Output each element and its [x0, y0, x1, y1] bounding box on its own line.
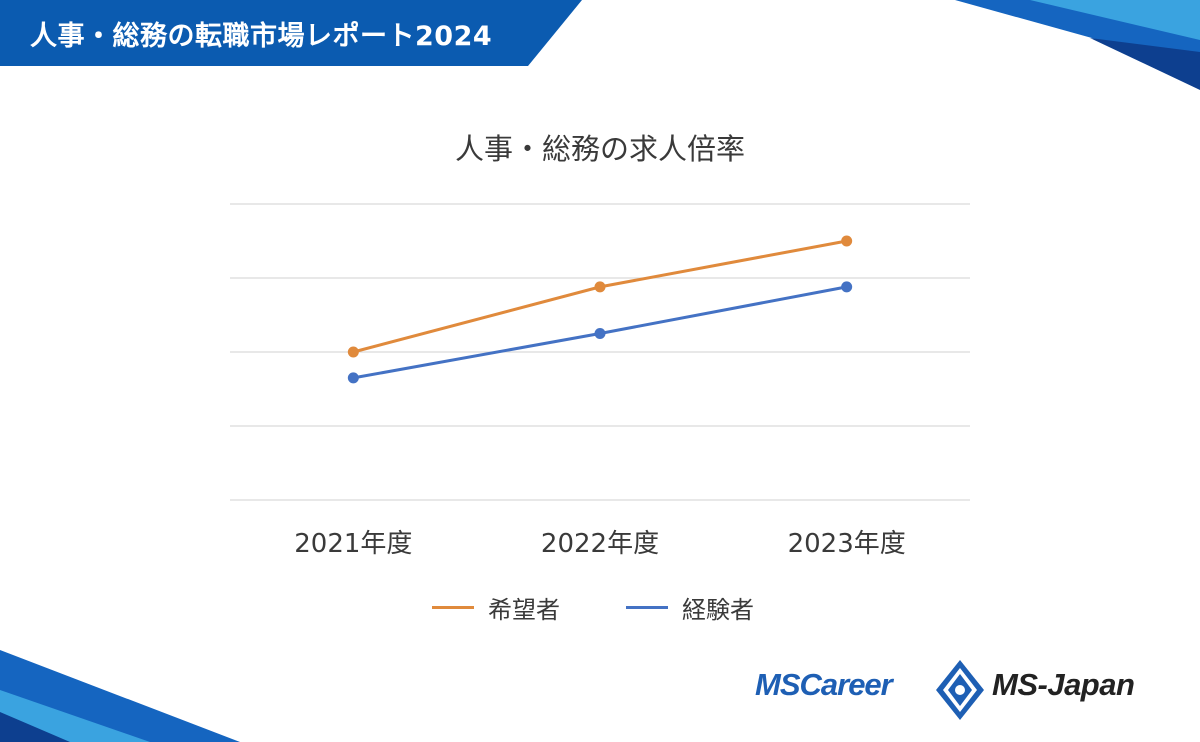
banner-title: 人事・総務の転職市場レポート2024 — [30, 21, 493, 52]
legend-item-series-2: 経験者 — [626, 590, 754, 625]
data-point — [841, 235, 853, 247]
legend-label: 希望者 — [488, 596, 560, 624]
mscareer-logo: MSCareer — [755, 667, 893, 702]
ms-japan-diamond-icon — [936, 660, 984, 720]
chart-title: 人事・総務の求人倍率 — [454, 132, 745, 166]
x-tick-label: 2023年度 — [788, 529, 906, 559]
legend-item-series-1: 希望者 — [432, 590, 560, 625]
x-tick-label: 2021年度 — [294, 529, 412, 559]
legend-label: 経験者 — [682, 596, 754, 624]
top-right-stripe-light — [1030, 0, 1200, 40]
data-point — [841, 281, 853, 293]
legend-swatch — [626, 606, 668, 609]
title-banner — [0, 0, 582, 66]
ms-japan-logo: MS-Japan — [992, 667, 1135, 702]
x-tick-label: 2022年度 — [541, 529, 659, 559]
data-point — [347, 372, 359, 384]
legend-swatch — [432, 606, 474, 609]
data-point — [347, 346, 359, 358]
data-point — [594, 281, 606, 293]
bottom-left-stripe-dark — [0, 712, 70, 742]
top-right-stripe-dark — [1090, 38, 1200, 90]
data-point — [594, 328, 606, 339]
